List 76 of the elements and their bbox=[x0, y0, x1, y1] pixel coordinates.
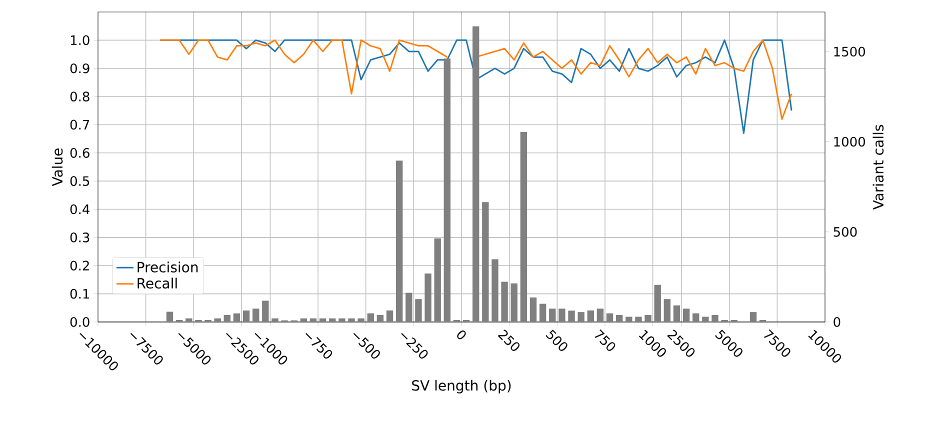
bar bbox=[252, 308, 260, 322]
legend-label: Recall bbox=[138, 278, 177, 289]
bar bbox=[214, 318, 221, 322]
legend-label: Precision bbox=[138, 262, 198, 272]
y-tick-label: 0.4 bbox=[70, 204, 90, 214]
y-tick-label: 0.3 bbox=[70, 232, 90, 242]
bar bbox=[492, 259, 498, 322]
bar bbox=[166, 312, 174, 322]
y-tick-label: 0.7 bbox=[70, 120, 90, 130]
bar bbox=[549, 308, 556, 322]
bar bbox=[482, 202, 489, 322]
bar bbox=[712, 314, 718, 322]
bar bbox=[558, 308, 566, 322]
bar bbox=[272, 318, 278, 322]
bar bbox=[224, 314, 230, 322]
bar bbox=[578, 312, 584, 322]
bar bbox=[682, 308, 690, 322]
y-tick-label: 1.0 bbox=[70, 35, 90, 46]
bar bbox=[348, 318, 355, 322]
bar bbox=[358, 318, 364, 322]
bar bbox=[396, 160, 403, 322]
bar bbox=[530, 297, 537, 322]
bar bbox=[262, 300, 269, 322]
bar bbox=[606, 313, 614, 322]
bar bbox=[444, 58, 451, 322]
bar bbox=[587, 310, 594, 322]
bar bbox=[386, 310, 394, 322]
y2-tick-label: 0 bbox=[834, 317, 840, 327]
y-tick-label: 0.8 bbox=[70, 92, 90, 102]
bar bbox=[300, 318, 308, 322]
bar bbox=[415, 299, 422, 322]
bar bbox=[673, 305, 680, 322]
bar bbox=[568, 310, 575, 322]
y2-axis-title: Variant calls bbox=[872, 124, 884, 210]
bar bbox=[664, 299, 671, 322]
y-axis-title: Value bbox=[52, 148, 63, 186]
x-tick-label: 500 bbox=[546, 330, 568, 351]
x-tick-label: 0 bbox=[457, 330, 466, 340]
bar bbox=[501, 282, 508, 322]
y2-tick-label: 1500 bbox=[834, 46, 866, 57]
x-tick-label: 250 bbox=[498, 330, 520, 351]
bar bbox=[510, 283, 518, 322]
bar bbox=[406, 292, 412, 322]
bar bbox=[310, 318, 317, 322]
bar bbox=[233, 313, 240, 322]
bar bbox=[596, 308, 604, 322]
bar bbox=[338, 318, 346, 322]
y-tick-label: 0.6 bbox=[70, 148, 90, 158]
bar bbox=[376, 314, 384, 322]
bar bbox=[692, 313, 700, 322]
bar bbox=[329, 318, 336, 322]
x-axis-title: SV length (bp) bbox=[412, 380, 511, 394]
x-tick-label: 750 bbox=[594, 329, 616, 351]
bar bbox=[242, 310, 250, 322]
bar bbox=[319, 318, 326, 322]
bar bbox=[635, 316, 642, 322]
bar bbox=[472, 26, 480, 322]
bar bbox=[186, 318, 192, 322]
y-tick-label: 0.9 bbox=[70, 63, 90, 74]
bar bbox=[539, 304, 546, 322]
y-tick-label: 0.0 bbox=[70, 317, 90, 327]
bar bbox=[424, 274, 432, 322]
y-tick-label: 0.5 bbox=[70, 176, 90, 186]
y2-tick-label: 1000 bbox=[834, 136, 866, 147]
bar bbox=[702, 316, 709, 322]
bar bbox=[750, 312, 757, 322]
y2-tick-label: 500 bbox=[834, 226, 857, 237]
bar bbox=[520, 132, 528, 322]
bar bbox=[654, 284, 661, 322]
bar bbox=[367, 313, 374, 322]
bar bbox=[626, 316, 632, 322]
y-tick-label: 0.1 bbox=[70, 288, 90, 299]
bar bbox=[644, 314, 652, 322]
y-tick-label: 0.2 bbox=[70, 260, 89, 271]
bar bbox=[616, 314, 623, 322]
bar bbox=[434, 238, 441, 322]
